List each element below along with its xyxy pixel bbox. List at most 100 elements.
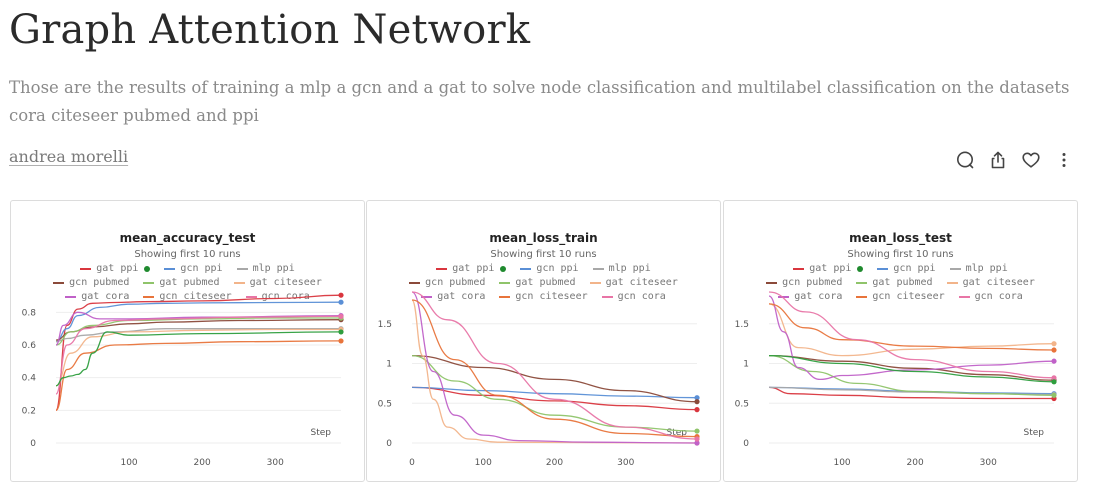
- legend-row: gcn pubmed gat pubmed gat citeseer: [11, 276, 364, 290]
- selected-run-dot: [500, 266, 507, 272]
- series-end-point: [694, 399, 700, 405]
- x-axis-label: Step: [667, 428, 688, 438]
- legend-item[interactable]: gat citeseer: [589, 276, 678, 290]
- like-icon[interactable]: [1018, 147, 1044, 173]
- x-tick-label: 100: [120, 458, 137, 468]
- legend-item[interactable]: gcn ppi: [877, 262, 936, 276]
- author-link[interactable]: andrea morelli: [9, 147, 129, 166]
- chart-plot: 0 0.5 1 1.5 100 200 300 Step: [735, 291, 1057, 468]
- comment-icon[interactable]: [952, 147, 978, 173]
- legend-label: gat cora: [794, 291, 843, 302]
- legend-swatch: [766, 282, 778, 284]
- legend-swatch: [421, 296, 433, 298]
- selected-run-dot: [144, 266, 151, 272]
- series-line: [411, 354, 698, 403]
- chart-title: mean_loss_train: [489, 231, 598, 245]
- legend-item[interactable]: gat citeseer: [946, 276, 1035, 290]
- y-tick-label: 0.5: [735, 399, 749, 409]
- legend-row: gcn pubmed gat pubmed gat citeseer: [724, 276, 1077, 290]
- series-line: [768, 354, 1055, 383]
- y-tick-label: 0: [30, 439, 36, 449]
- legend-item[interactable]: gat ppi: [793, 262, 864, 276]
- legend-swatch: [164, 268, 176, 270]
- series-end-point: [1051, 358, 1057, 364]
- x-tick-label: 200: [546, 458, 563, 468]
- share-icon[interactable]: [985, 147, 1011, 173]
- legend-swatch: [499, 282, 511, 284]
- series-line: [55, 315, 342, 395]
- legend-item[interactable]: mlp ppi: [592, 262, 651, 276]
- chart-plot: 0 0.5 1 1.5 0 100 200 300 Step: [378, 291, 700, 468]
- chart-panel-loss-test[interactable]: mean_loss_test Showing first 10 runs gat…: [723, 200, 1078, 482]
- legend-item[interactable]: gcn cora: [245, 290, 310, 302]
- legend-row: gat ppi gcn ppi mlp ppi: [367, 262, 720, 276]
- legend-item[interactable]: gcn citeseer: [143, 290, 232, 302]
- legend-item[interactable]: gcn pubmed: [766, 276, 842, 290]
- series-end-point: [338, 338, 344, 344]
- legend-item[interactable]: gcn ppi: [164, 262, 223, 276]
- more-icon[interactable]: [1051, 147, 1077, 173]
- legend-swatch: [856, 282, 868, 284]
- y-tick-label: 1.5: [735, 320, 749, 330]
- y-tick-label: 0.5: [378, 399, 392, 409]
- legend-label: gcn citeseer: [159, 291, 232, 302]
- x-axis-label: Step: [1024, 428, 1045, 438]
- series-line: [411, 291, 698, 444]
- legend-swatch: [592, 268, 604, 270]
- legend-item[interactable]: gat cora: [65, 290, 129, 302]
- y-tick-label: 0.6: [22, 341, 37, 351]
- legend-item[interactable]: gat citeseer: [233, 276, 322, 290]
- legend-item[interactable]: gcn pubmed: [409, 276, 485, 290]
- legend-item[interactable]: gat cora: [421, 290, 485, 302]
- legend-item[interactable]: gcn citeseer: [856, 290, 945, 302]
- legend-item[interactable]: gat pubmed: [856, 276, 933, 290]
- legend-label: gcn ppi: [893, 263, 936, 274]
- series-end-point: [338, 292, 344, 298]
- legend-label: gat citeseer: [605, 277, 678, 288]
- series-line: [411, 386, 698, 411]
- legend-item[interactable]: gcn ppi: [520, 262, 579, 276]
- legend-label: gat pubmed: [515, 277, 576, 288]
- legend-label: gcn ppi: [180, 263, 223, 274]
- y-tick-label: 0: [743, 439, 749, 449]
- report-title: Graph Attention Network: [9, 7, 531, 53]
- chart-title: mean_accuracy_test: [119, 231, 256, 245]
- legend-item[interactable]: gcn cora: [958, 290, 1023, 302]
- series-end-point: [694, 395, 700, 401]
- chart-panel-loss-train[interactable]: mean_loss_train Showing first 10 runs ga…: [366, 200, 721, 482]
- chart-panel-accuracy-test[interactable]: mean_accuracy_test Showing first 10 runs…: [10, 200, 365, 482]
- chart-legend: gat ppi gcn ppi mlp ppi gcn pubmed gat pubme…: [367, 262, 720, 302]
- legend-item[interactable]: gat cora: [778, 290, 842, 302]
- legend-item[interactable]: gcn cora: [601, 290, 666, 302]
- y-tick-label: 1: [743, 360, 749, 370]
- x-tick-label: 200: [907, 458, 924, 468]
- legend-label: gcn cora: [261, 291, 310, 302]
- x-tick-label: 100: [833, 458, 850, 468]
- legend-item[interactable]: mlp ppi: [236, 262, 295, 276]
- legend-item[interactable]: gcn citeseer: [499, 290, 588, 302]
- series-end-point: [694, 407, 700, 413]
- legend-item[interactable]: gat pubmed: [499, 276, 576, 290]
- series-end-point: [1051, 392, 1057, 398]
- series-end-point: [1051, 347, 1057, 353]
- legend-swatch: [143, 296, 155, 298]
- legend-label: gat pubmed: [872, 277, 933, 288]
- x-tick-label: 300: [617, 458, 634, 468]
- legend-item[interactable]: gat ppi: [436, 262, 507, 276]
- x-tick-label: 300: [267, 458, 284, 468]
- legend-item[interactable]: gat ppi: [80, 262, 151, 276]
- series-line: [768, 303, 1055, 357]
- legend-row: gat ppi gcn ppi mlp ppi: [11, 262, 364, 276]
- legend-item[interactable]: gat pubmed: [143, 276, 220, 290]
- series-end-point: [338, 299, 344, 305]
- series-line: [55, 340, 342, 411]
- legend-swatch: [793, 268, 805, 270]
- legend-row: gat cora gcn citeseer gcn cora: [367, 290, 720, 302]
- legend-item[interactable]: mlp ppi: [949, 262, 1008, 276]
- y-tick-label: 1.5: [378, 320, 392, 330]
- legend-swatch: [80, 268, 92, 270]
- legend-row: gat ppi gcn ppi mlp ppi: [724, 262, 1077, 276]
- legend-label: gat cora: [437, 291, 486, 302]
- y-tick-label: 0.4: [22, 374, 37, 384]
- legend-item[interactable]: gcn pubmed: [53, 276, 129, 290]
